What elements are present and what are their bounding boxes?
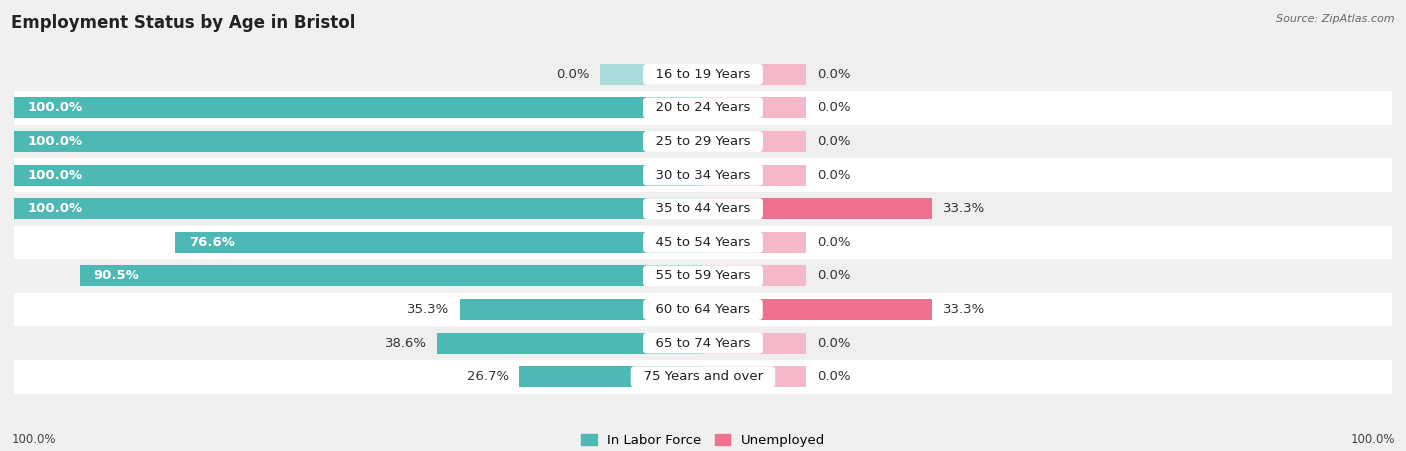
Bar [14, 165, 703, 185]
Text: 25 to 29 Years: 25 to 29 Years [647, 135, 759, 148]
Text: 100.0%: 100.0% [1350, 433, 1395, 446]
Bar [14, 198, 703, 219]
Bar [437, 333, 703, 354]
Text: 35 to 44 Years: 35 to 44 Years [647, 202, 759, 215]
Text: 26.7%: 26.7% [467, 370, 509, 383]
Bar [703, 232, 807, 253]
Text: 76.6%: 76.6% [188, 236, 235, 249]
Bar [703, 198, 932, 219]
Text: 0.0%: 0.0% [555, 68, 589, 81]
Bar [14, 360, 1392, 394]
Text: Employment Status by Age in Bristol: Employment Status by Age in Bristol [11, 14, 356, 32]
Bar [703, 299, 932, 320]
Text: 16 to 19 Years: 16 to 19 Years [647, 68, 759, 81]
Bar [14, 327, 1392, 360]
Text: 0.0%: 0.0% [817, 236, 851, 249]
Bar [703, 333, 807, 354]
Bar [599, 64, 703, 85]
Bar [703, 97, 807, 118]
Bar [703, 131, 807, 152]
Text: 0.0%: 0.0% [817, 370, 851, 383]
Text: 100.0%: 100.0% [28, 135, 83, 148]
Bar [14, 57, 1392, 91]
Text: 0.0%: 0.0% [817, 269, 851, 282]
Text: 100.0%: 100.0% [28, 202, 83, 215]
Text: Source: ZipAtlas.com: Source: ZipAtlas.com [1277, 14, 1395, 23]
Text: 90.5%: 90.5% [93, 269, 139, 282]
Bar [14, 124, 1392, 158]
Text: 45 to 54 Years: 45 to 54 Years [647, 236, 759, 249]
Text: 0.0%: 0.0% [817, 169, 851, 182]
Bar [14, 259, 1392, 293]
Text: 35.3%: 35.3% [408, 303, 450, 316]
Bar [14, 158, 1392, 192]
Bar [176, 232, 703, 253]
Text: 38.6%: 38.6% [385, 336, 427, 350]
Bar [14, 131, 703, 152]
Legend: In Labor Force, Unemployed: In Labor Force, Unemployed [575, 428, 831, 451]
Bar [14, 293, 1392, 327]
Text: 100.0%: 100.0% [28, 101, 83, 115]
Bar [703, 64, 807, 85]
Bar [703, 165, 807, 185]
Text: 55 to 59 Years: 55 to 59 Years [647, 269, 759, 282]
Bar [460, 299, 703, 320]
Bar [14, 226, 1392, 259]
Text: 60 to 64 Years: 60 to 64 Years [647, 303, 759, 316]
Text: 20 to 24 Years: 20 to 24 Years [647, 101, 759, 115]
Bar [14, 192, 1392, 226]
Text: 0.0%: 0.0% [817, 336, 851, 350]
Text: 75 Years and over: 75 Years and over [634, 370, 772, 383]
Text: 0.0%: 0.0% [817, 135, 851, 148]
Text: 100.0%: 100.0% [28, 169, 83, 182]
Text: 30 to 34 Years: 30 to 34 Years [647, 169, 759, 182]
Text: 33.3%: 33.3% [943, 202, 986, 215]
Bar [519, 366, 703, 387]
Bar [14, 91, 1392, 124]
Text: 100.0%: 100.0% [11, 433, 56, 446]
Text: 65 to 74 Years: 65 to 74 Years [647, 336, 759, 350]
Bar [703, 266, 807, 286]
Bar [14, 97, 703, 118]
Bar [703, 366, 807, 387]
Text: 0.0%: 0.0% [817, 68, 851, 81]
Text: 33.3%: 33.3% [943, 303, 986, 316]
Text: 0.0%: 0.0% [817, 101, 851, 115]
Bar [80, 266, 703, 286]
